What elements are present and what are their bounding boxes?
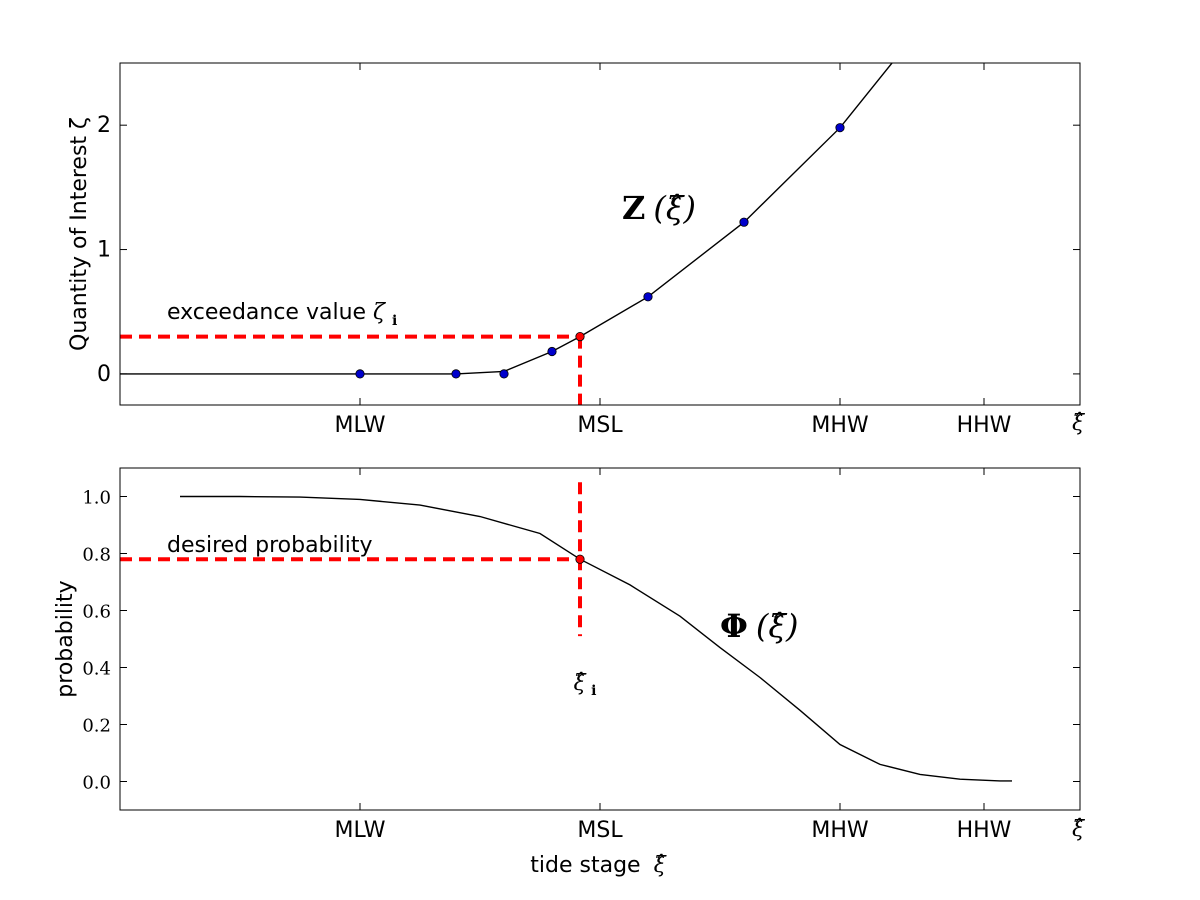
top-data-point — [451, 369, 461, 379]
bottom-threshold-point — [575, 554, 585, 564]
bottom-annotation: desired probability — [167, 533, 373, 558]
bottom-plot-area — [120, 482, 1012, 782]
top-xtick-label: MHW — [811, 413, 869, 438]
top-data-point — [643, 292, 653, 302]
top-xtick-label: HHW — [957, 413, 1012, 438]
bottom-curve-label-bold: Φ — [720, 607, 748, 645]
top-data-point — [355, 369, 365, 379]
bottom-series-line — [180, 495, 1012, 782]
top-xtick-label: MSL — [577, 413, 623, 438]
top-data-point — [835, 123, 845, 133]
top-series-line — [120, 63, 893, 375]
bottom-ytick-label: 0.0 — [82, 773, 111, 794]
bottom-xtick-label: HHW — [957, 818, 1012, 843]
bottom-curve-label: Φ (ξ̂) — [720, 607, 798, 645]
top-xtick-label: MLW — [335, 413, 386, 438]
bottom-xtick-label: MHW — [811, 818, 869, 843]
top-data-point — [499, 369, 509, 379]
bottom-clip-group — [120, 482, 1012, 782]
top-curve-label: Z (ξ̂) — [622, 189, 696, 227]
bottom-x-axis-symbol: ξ̂ — [1072, 817, 1086, 842]
bottom-ytick-label: 1.0 — [82, 488, 111, 509]
bottom-xlabel-symbol: ξ̂ — [654, 853, 668, 878]
top-clip-group — [120, 63, 893, 405]
top-ytick-label: 1 — [97, 238, 111, 263]
bottom-ylabel: probability — [53, 580, 78, 697]
bottom-ytick-label: 0.4 — [82, 659, 111, 680]
top-annotation-symbol: ζ — [373, 300, 387, 325]
bottom-ytick-label: 0.6 — [82, 602, 111, 623]
top-data-point — [547, 346, 557, 357]
top-ytick-label: 2 — [97, 113, 111, 138]
bottom-point-subscript: i — [591, 683, 596, 699]
bottom-axes-frame — [119, 467, 1081, 811]
top-x-axis-symbol: ξ̂ — [1072, 411, 1086, 436]
top-annotation-text: exceedance value — [167, 300, 373, 325]
top-threshold-point — [575, 331, 585, 342]
bottom-ytick-label: 0.2 — [82, 716, 111, 737]
bottom-point-symbol: ξ̂ — [574, 671, 588, 696]
bottom-ytick-label: 0.8 — [82, 545, 111, 566]
bottom-curve-label-rest: (ξ̂) — [756, 607, 799, 645]
bottom-xlabel-text: tide stage — [530, 853, 640, 878]
top-data-point — [739, 217, 749, 227]
top-panel: MLW MSL MHW HHW 0 1 2 Quantity of Interest ζ ξ… — [67, 62, 1086, 438]
top-curve-label-rest: (ξ̂) — [653, 189, 696, 227]
top-axes-frame — [119, 62, 1081, 406]
top-ylabel: Quantity of Interest ζ — [67, 117, 92, 351]
top-annotation-subscript: i — [392, 313, 397, 329]
bottom-ticks: MLW MSL MHW HHW 0.0 0.2 0.4 0.6 0.8 1.0 — [82, 468, 1080, 843]
top-ytick-label: 0 — [97, 362, 111, 387]
bottom-point-label: ξ̂ i — [574, 670, 597, 699]
bottom-xlabel: tide stage ξ̂ — [530, 853, 667, 878]
bottom-panel: MLW MSL MHW HHW 0.0 0.2 0.4 0.6 0.8 1.0 probabili… — [53, 467, 1086, 878]
bottom-xtick-label: MLW — [335, 818, 386, 843]
top-plot-area — [120, 63, 893, 405]
top-curve-label-bold: Z — [622, 189, 645, 227]
bottom-xtick-label: MSL — [577, 818, 623, 843]
top-ticks: MLW MSL MHW HHW 0 1 2 — [97, 63, 1080, 438]
top-annotation: exceedance value ζ i — [167, 300, 397, 329]
